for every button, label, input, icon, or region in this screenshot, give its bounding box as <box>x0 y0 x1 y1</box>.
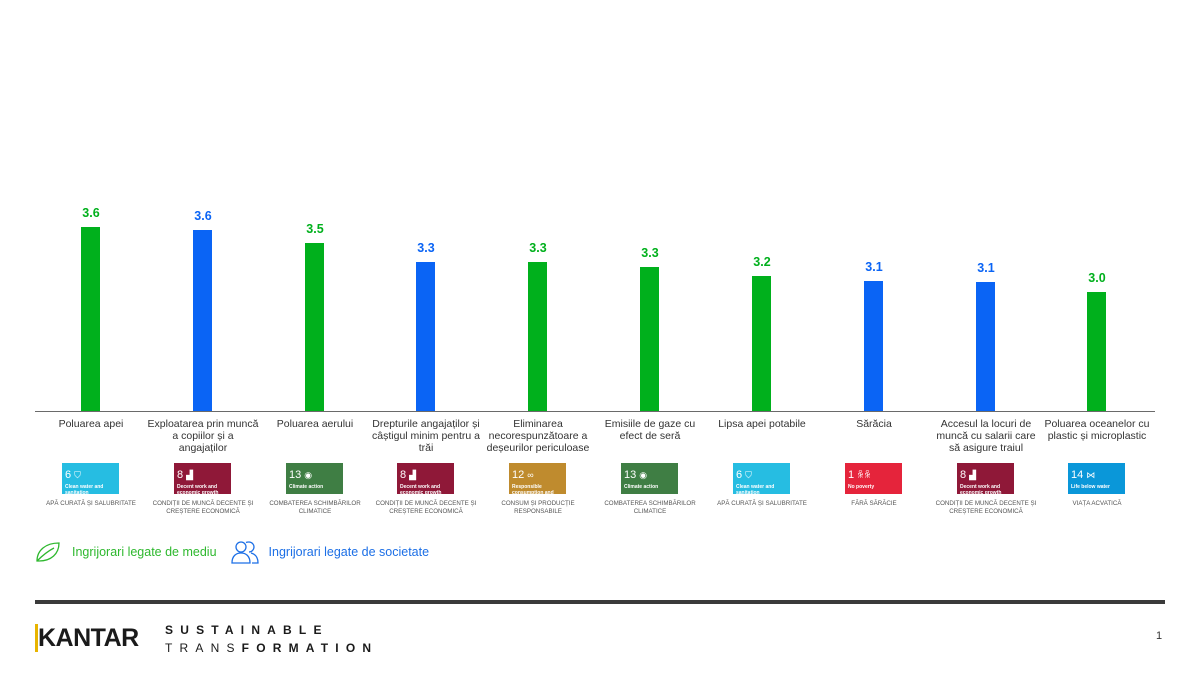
bar-value-label: 3.3 <box>641 246 659 260</box>
page-number: 1 <box>1156 630 1163 642</box>
sdg-caption: Condiții de muncă decente și creștere ec… <box>375 500 477 515</box>
footer-divider <box>35 600 1165 604</box>
sdg-tile: 1 ꆜꆜ No poverty <box>845 463 902 494</box>
category-label: Poluarea apei <box>58 418 124 430</box>
bar-column: 3.3 Drepturile angajaților și câștigul m… <box>370 0 482 530</box>
bar-value-label: 3.1 <box>977 261 995 275</box>
legend-label-society: Ingrijorari legate de societate <box>268 545 430 559</box>
bar-chart: 3.6 Poluarea apei 6 ⛉ Clean water and san… <box>35 0 1155 530</box>
sdg-caption: Fără sărăcie <box>851 500 897 507</box>
legend-item-environment: Ingrijorari legate de mediu <box>34 540 217 564</box>
category-label: Emisiile de gaze cu efect de seră <box>604 418 696 442</box>
sdg-goal-icon: ⛉ <box>74 470 81 480</box>
bar-column: 3.0 Poluarea oceanelor cu plastic și mic… <box>1041 0 1153 530</box>
sdg-goal-icon: ▟ <box>969 470 977 480</box>
people-icon <box>230 541 259 564</box>
legend-item-society: Ingrijorari legate de societate <box>230 539 430 565</box>
sdg-goal-icon: ꆜꆜ <box>857 470 872 480</box>
bar <box>81 227 100 411</box>
bar-column: 3.6 Poluarea apei 6 ⛉ Clean water and san… <box>35 0 147 530</box>
bar-value-label: 3.2 <box>753 255 771 269</box>
bar-column: 3.3 Eliminarea necorespunzătoare a deșeu… <box>482 0 594 530</box>
leaf-icon <box>36 542 60 562</box>
bar-value-label: 3.5 <box>306 222 324 236</box>
bar-value-label: 3.3 <box>529 241 547 255</box>
bar-value-label: 3.6 <box>82 206 100 220</box>
bar <box>305 243 324 411</box>
bar-column: 3.1 Sărăcia 1 ꆜꆜ No poverty Fără sărăcie <box>818 0 930 530</box>
category-label: Exploatarea prin muncă a copiilor și a a… <box>147 418 259 454</box>
bar <box>864 281 883 411</box>
legend: Ingrijorari legate de mediu Ingrijorari … <box>34 537 443 567</box>
bar-column: 3.6 Exploatarea prin muncă a copiilor și… <box>147 0 259 530</box>
bar-value-label: 3.6 <box>194 209 212 223</box>
bar <box>528 262 547 411</box>
category-label: Poluarea aerului <box>276 418 354 430</box>
sdg-caption: Viața acvatică <box>1072 500 1122 507</box>
bar <box>416 262 435 411</box>
bar-column: 3.2 Lipsa apei potabile 6 ⛉ Clean water a… <box>706 0 818 530</box>
sdg-tile: 6 ⛉ Clean water and sanitation <box>62 463 119 495</box>
sdg-goal-icon: ⋈ <box>1086 470 1096 480</box>
x-axis-line <box>35 411 1155 412</box>
sdg-tile: 8 ▟ Decent work and economic growth <box>397 463 454 495</box>
bar <box>752 276 771 411</box>
sdg-tile: 8 ▟ Decent work and economic growth <box>174 463 231 495</box>
sdg-goal-icon: ▟ <box>409 470 417 480</box>
sdg-caption: Combaterea schimbărilor climatice <box>269 500 361 515</box>
category-label: Lipsa apei potabile <box>718 418 806 430</box>
sdg-goal-icon: ◉ <box>304 470 313 480</box>
sdg-tile: 13 ◉ Climate action <box>621 463 678 494</box>
sdg-tile: 12 ∞ Responsible consumption and producti… <box>509 463 566 501</box>
bar-column: 3.5 Poluarea aerului 13 ◉ Climate action … <box>259 0 371 530</box>
category-label: Sărăcia <box>856 418 892 430</box>
bar-column: 3.1 Accesul la locuri de muncă cu salari… <box>930 0 1042 530</box>
sdg-tile: 14 ⋈ Life below water <box>1068 463 1125 494</box>
sdg-tile: 13 ◉ Climate action <box>286 463 343 494</box>
kantar-logo: KANTAR <box>35 624 139 653</box>
bar <box>976 282 995 411</box>
sdg-caption: Apă curată și salubritate <box>46 500 136 507</box>
sdg-goal-icon: ◉ <box>639 470 648 480</box>
sdg-caption: Consum și producție responsabile <box>501 500 575 515</box>
category-label: Poluarea oceanelor cu plastic și micropl… <box>1044 418 1150 442</box>
bar <box>1087 292 1106 411</box>
bar <box>640 267 659 411</box>
bar <box>193 230 212 411</box>
category-label: Accesul la locuri de muncă cu salarii ca… <box>936 418 1036 454</box>
bar-column: 3.3 Emisiile de gaze cu efect de seră 13… <box>594 0 706 530</box>
sdg-tile: 6 ⛉ Clean water and sanitation <box>733 463 790 495</box>
bar-value-label: 3.3 <box>417 241 435 255</box>
sdg-tile: 8 ▟ Decent work and economic growth <box>957 463 1014 495</box>
legend-label-environment: Ingrijorari legate de mediu <box>72 545 217 559</box>
bar-value-label: 3.0 <box>1088 271 1106 285</box>
sdg-caption: Condiții de muncă decente și creștere ec… <box>152 500 254 515</box>
sustainable-transformation-logo: SUSTAINABLE TRANSFORMATION <box>165 623 379 655</box>
bar-value-label: 3.1 <box>865 260 883 274</box>
sdg-goal-icon: ▟ <box>186 470 194 480</box>
sdg-caption: Combaterea schimbărilor climatice <box>604 500 696 515</box>
sdg-caption: Condiții de muncă decente și creștere ec… <box>935 500 1037 515</box>
sdg-goal-icon: ∞ <box>527 470 534 480</box>
category-label: Eliminarea necorespunzătoare a deșeurilo… <box>486 418 590 454</box>
sdg-goal-icon: ⛉ <box>745 470 752 480</box>
category-label: Drepturile angajaților și câștigul minim… <box>372 418 480 454</box>
sdg-caption: Apă curată și salubritate <box>717 500 807 507</box>
